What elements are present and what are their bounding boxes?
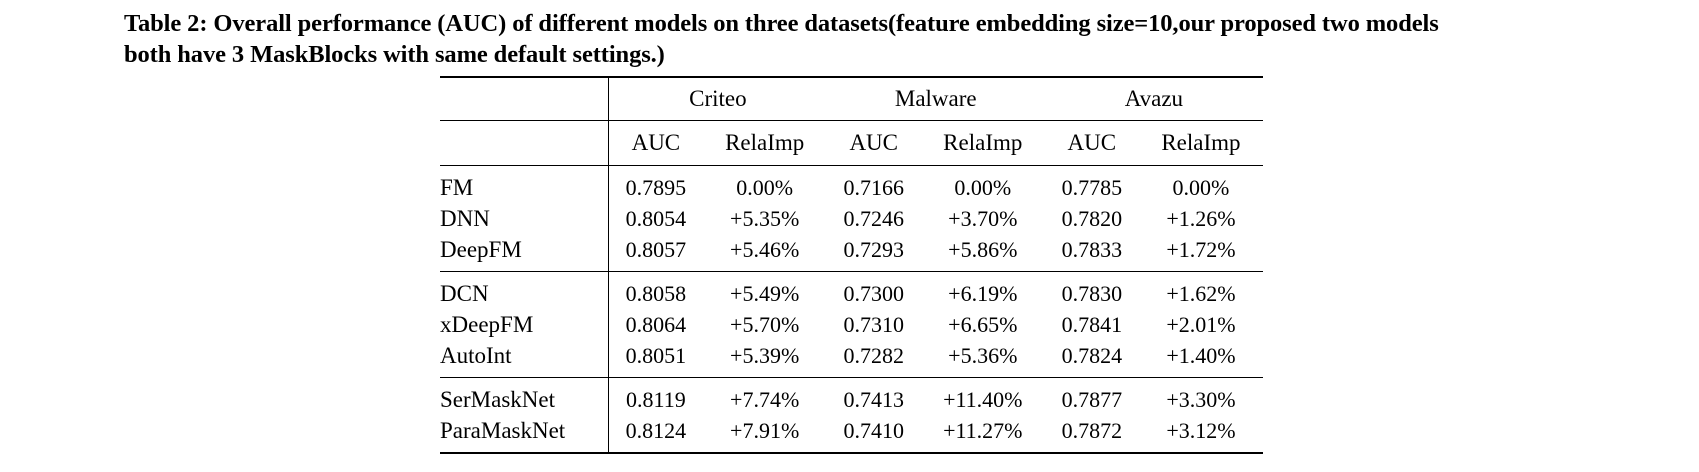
- auc-cell: 0.7246: [843, 205, 904, 231]
- dataset-header-avazu: Avazu: [1044, 76, 1263, 121]
- relaimp-cell: +1.62%: [1138, 271, 1263, 309]
- metric-header: RelaImp: [702, 120, 827, 166]
- relaimp-cell: +6.65%: [948, 311, 1018, 337]
- relaimp-cell: +3.70%: [948, 205, 1018, 231]
- metric-header: RelaImp: [920, 120, 1045, 166]
- header-corner-cell: [440, 120, 610, 166]
- auc-cell: 0.7310: [843, 311, 904, 337]
- auc-cell: 0.8124: [608, 415, 703, 454]
- metric-header: AUC: [826, 120, 921, 166]
- relaimp-cell: +5.49%: [702, 271, 827, 309]
- header-corner-cell: [440, 76, 610, 121]
- dataset-header-row: Criteo Malware Avazu: [440, 76, 1263, 121]
- caption-line-1: Table 2: Overall performance (AUC) of di…: [124, 10, 1439, 37]
- table-row: xDeepFM 0.8064 +5.70% 0.7310 +6.65% 0.7841 +2.…: [440, 309, 1263, 340]
- results-table: Criteo Malware Avazu AUC RelaImp AUC Rel…: [440, 76, 1263, 454]
- relaimp-cell: +1.72%: [1166, 236, 1236, 262]
- table-row: DeepFM 0.8057 +5.46% 0.7293 +5.86% 0.7833 +1.7…: [440, 234, 1263, 272]
- model-name-cell: SerMaskNet: [440, 377, 610, 415]
- relaimp-cell: +2.01%: [1166, 311, 1236, 337]
- relaimp-cell: +5.70%: [730, 311, 800, 337]
- relaimp-cell: +7.74%: [702, 377, 827, 415]
- metric-header: RelaImp: [1138, 120, 1263, 166]
- relaimp-cell: 0.00%: [1138, 165, 1263, 203]
- dataset-header-malware: Malware: [826, 76, 1045, 121]
- relaimp-cell: +7.91%: [702, 415, 827, 454]
- auc-cell: 0.7410: [826, 415, 921, 454]
- relaimp-cell: +5.36%: [948, 342, 1018, 368]
- auc-cell: 0.7166: [826, 165, 921, 203]
- auc-cell: 0.7282: [843, 342, 904, 368]
- auc-cell: 0.7820: [1061, 205, 1123, 231]
- auc-cell: 0.7841: [1061, 311, 1123, 337]
- auc-cell: 0.7293: [843, 236, 904, 262]
- model-name-cell: FM: [440, 165, 610, 203]
- relaimp-cell: +3.12%: [1138, 415, 1263, 454]
- model-name-cell: AutoInt: [440, 340, 610, 378]
- auc-cell: 0.8119: [608, 377, 703, 415]
- table-row: DCN 0.8058 +5.49% 0.7300 +6.19% 0.7830 +1.62%: [440, 271, 1263, 309]
- auc-cell: 0.8051: [625, 342, 687, 368]
- auc-cell: 0.7413: [826, 377, 921, 415]
- relaimp-cell: +5.86%: [948, 236, 1018, 262]
- metric-header: AUC: [1044, 120, 1139, 166]
- model-name-cell: DNN: [440, 203, 610, 234]
- auc-cell: 0.7877: [1044, 377, 1139, 415]
- relaimp-cell: 0.00%: [920, 165, 1045, 203]
- table-row: FM 0.7895 0.00% 0.7166 0.00% 0.7785 0.00%: [440, 165, 1263, 203]
- table-row: DNN 0.8054 +5.35% 0.7246 +3.70% 0.7820 +1.26%: [440, 203, 1263, 234]
- auc-cell: 0.8054: [625, 205, 687, 231]
- metric-header: AUC: [608, 120, 703, 166]
- table-row: AutoInt 0.8051 +5.39% 0.7282 +5.36% 0.7824 +1.…: [440, 340, 1263, 378]
- auc-cell: 0.7300: [826, 271, 921, 309]
- model-name-cell: ParaMaskNet: [440, 415, 610, 454]
- model-name-cell: xDeepFM: [440, 309, 610, 340]
- relaimp-cell: +1.26%: [1166, 205, 1236, 231]
- metric-header-row: AUC RelaImp AUC RelaImp AUC RelaImp: [440, 120, 1263, 166]
- auc-cell: 0.7833: [1061, 236, 1123, 262]
- relaimp-cell: +11.40%: [920, 377, 1045, 415]
- auc-cell: 0.7895: [608, 165, 703, 203]
- auc-cell: 0.7872: [1044, 415, 1139, 454]
- dataset-header-criteo: Criteo: [608, 76, 827, 121]
- relaimp-cell: 0.00%: [702, 165, 827, 203]
- auc-cell: 0.8058: [608, 271, 703, 309]
- table-row: ParaMaskNet 0.8124 +7.91% 0.7410 +11.27% 0.78…: [440, 415, 1263, 454]
- caption-line-2: both have 3 MaskBlocks with same default…: [124, 41, 665, 68]
- auc-cell: 0.7830: [1044, 271, 1139, 309]
- relaimp-cell: +5.35%: [730, 205, 800, 231]
- table-row: SerMaskNet 0.8119 +7.74% 0.7413 +11.40% 0.787…: [440, 377, 1263, 415]
- model-name-cell: DCN: [440, 271, 610, 309]
- relaimp-cell: +5.46%: [730, 236, 800, 262]
- relaimp-cell: +6.19%: [920, 271, 1045, 309]
- relaimp-cell: +1.40%: [1166, 342, 1236, 368]
- auc-cell: 0.8057: [625, 236, 687, 262]
- relaimp-cell: +11.27%: [920, 415, 1045, 454]
- auc-cell: 0.8064: [625, 311, 687, 337]
- auc-cell: 0.7824: [1061, 342, 1123, 368]
- relaimp-cell: +3.30%: [1138, 377, 1263, 415]
- auc-cell: 0.7785: [1044, 165, 1139, 203]
- table-body: Criteo Malware Avazu AUC RelaImp AUC Rel…: [440, 76, 1263, 454]
- model-name-cell: DeepFM: [440, 234, 610, 272]
- table-caption: Table 2: Overall performance (AUC) of di…: [124, 8, 1604, 70]
- relaimp-cell: +5.39%: [730, 342, 800, 368]
